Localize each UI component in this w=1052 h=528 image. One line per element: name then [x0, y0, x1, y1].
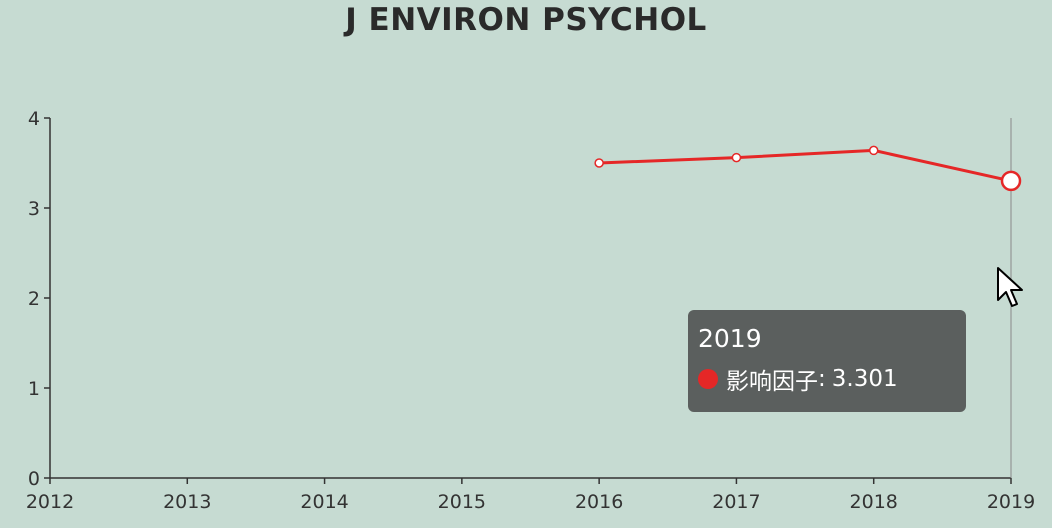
- data-point: [594, 158, 604, 168]
- data-point-highlighted: [1000, 170, 1022, 192]
- tooltip-separator: :: [818, 366, 826, 392]
- x-tick-label: 2012: [26, 491, 74, 513]
- series-color-dot: [698, 369, 718, 389]
- x-tick-label: 2016: [575, 491, 623, 513]
- chart-title: J ENVIRON PSYCHOL: [345, 2, 707, 38]
- y-tick-label: 0: [28, 468, 40, 490]
- y-tick-label: 2: [28, 288, 40, 310]
- chart-axes: [49, 118, 1012, 479]
- tooltip-series-name: 影响因子: [726, 369, 818, 395]
- y-tick-label: 3: [28, 198, 40, 220]
- tooltip-value: 3.301: [831, 366, 898, 392]
- chart-series: [594, 145, 1022, 192]
- x-tick-label: 2019: [987, 491, 1035, 513]
- x-tick-label: 2015: [438, 491, 486, 513]
- tooltip-row: 影响因子 : 3.301: [698, 362, 956, 396]
- tooltip-title: 2019: [698, 324, 762, 353]
- data-point: [868, 145, 879, 156]
- y-tick-label: 4: [28, 108, 40, 130]
- data-point: [731, 152, 742, 163]
- y-tick-label: 1: [28, 378, 40, 400]
- mouse-pointer-icon: [997, 267, 1023, 307]
- x-tick-label: 2014: [300, 491, 348, 513]
- x-tick-label: 2017: [712, 491, 760, 513]
- x-tick-label: 2013: [163, 491, 211, 513]
- axis-ticks: 0 1 2 3 4 2012 2013 2014 2015 2016 2017 2018 2019: [26, 108, 1035, 513]
- x-tick-label: 2018: [850, 491, 898, 513]
- series-line: [599, 148, 1012, 183]
- data-tooltip: 2019 影响因子 : 3.301: [688, 310, 966, 412]
